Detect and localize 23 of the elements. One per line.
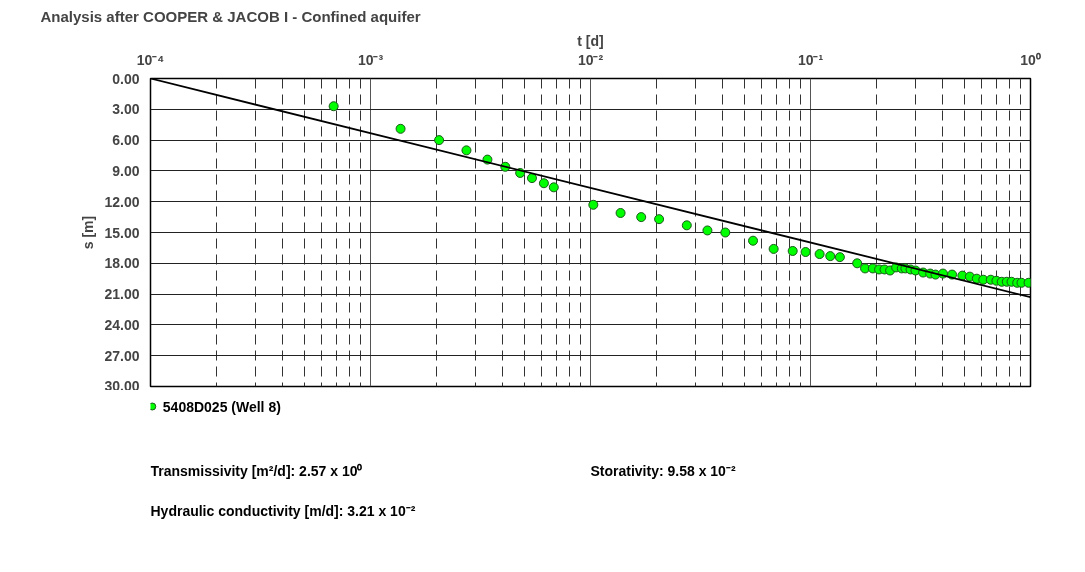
x-tick-label: 10⁻³ bbox=[357, 51, 384, 68]
y-tick-label: 30.00 bbox=[104, 377, 140, 394]
x-tick-label: 10⁻⁴ bbox=[136, 51, 165, 68]
text: Hydraulic conductivity [m/d]: 3.21 x 10⁻² bbox=[150, 502, 416, 519]
y-tick-label: 15.00 bbox=[104, 224, 140, 241]
y-tick-label: 9.00 bbox=[112, 162, 140, 179]
chart-title: Analysis after COOPER & JACOB I - Confined aquifer bbox=[40, 7, 421, 25]
legend-label: 5408D025 (Well 8) bbox=[162, 398, 281, 415]
y-tick-label: 12.00 bbox=[104, 193, 140, 210]
y-tick-label: 24.00 bbox=[104, 316, 140, 333]
y-tick-label: 21.00 bbox=[104, 286, 140, 303]
x-tick-label: 10⁻¹ bbox=[797, 51, 824, 68]
text: Transmissivity [m²/d]: 2.57 x 10⁰ bbox=[150, 462, 363, 479]
x-tick-label: 10⁰ bbox=[1020, 51, 1041, 68]
y-axis-title: s [m] bbox=[80, 215, 97, 250]
y-tick-label: 27.00 bbox=[104, 347, 140, 364]
y-tick-label: 3.00 bbox=[112, 101, 140, 118]
x-axis-title: t [d] bbox=[577, 32, 604, 49]
text: Storativity: 9.58 x 10⁻² bbox=[590, 462, 736, 479]
y-tick-label: 18.00 bbox=[104, 255, 140, 272]
y-tick-label: 6.00 bbox=[112, 132, 140, 149]
y-tick-label: 0.00 bbox=[112, 70, 140, 87]
x-tick-label: 10⁻² bbox=[577, 51, 604, 68]
